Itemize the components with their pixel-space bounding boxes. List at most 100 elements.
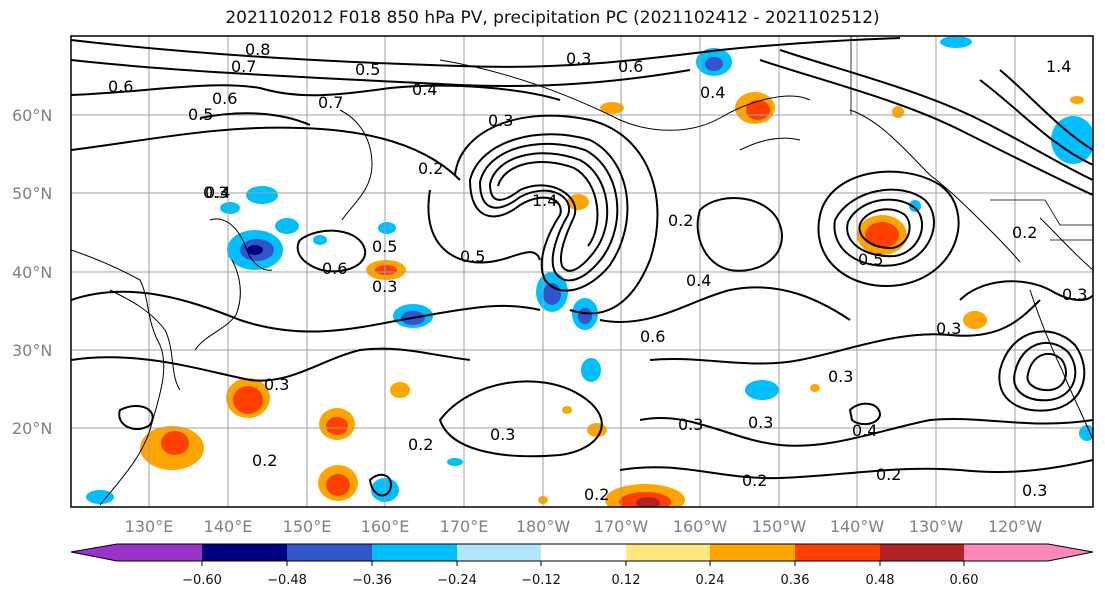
colorbar-labels: −0.60 −0.48 −0.36 −0.24 −0.12 0.12 0.24 … <box>182 573 978 588</box>
lat-label: 20°N <box>12 419 52 438</box>
longitude-labels: 130°E 140°E 150°E 160°E 170°E 180°W 170°… <box>125 517 1043 536</box>
contour-label: 0.4 <box>700 83 725 102</box>
precip-pos-blob <box>375 265 397 275</box>
precip-neg-blob <box>86 490 114 504</box>
precip-pos-blob <box>746 100 770 120</box>
precip-neg-blob <box>275 218 299 234</box>
lon-label: 140°E <box>204 517 253 536</box>
precip-neg-blob <box>220 202 240 214</box>
latitude-labels: 60°N 50°N 40°N 30°N 20°N <box>12 106 52 438</box>
colorbar-cell <box>795 544 880 561</box>
contour-label: 1.4 <box>1046 57 1071 76</box>
precip-pos-blob <box>587 423 607 437</box>
contour-label: 0.6 <box>322 259 347 278</box>
lon-label: 150°E <box>283 517 332 536</box>
colorbar-cell <box>372 544 457 561</box>
contour-label: 0.3 <box>748 413 773 432</box>
colorbar-cell <box>457 544 541 561</box>
precip-pos-blob <box>326 474 350 496</box>
colorbar-label: −0.24 <box>437 573 477 588</box>
colorbar-cell <box>202 544 287 561</box>
precip-pos-blob <box>892 106 904 118</box>
colorbar-cell <box>71 544 202 561</box>
precip-neg-blob <box>581 358 601 382</box>
contour-label: 0.5 <box>188 105 213 124</box>
contour-label: 0.6 <box>212 89 237 108</box>
coastlines <box>71 59 1093 506</box>
lon-label: 170°W <box>594 517 649 536</box>
contour-label: 0.3 <box>372 277 397 296</box>
precip-neg-blob <box>378 222 396 234</box>
gridlines <box>71 36 1093 507</box>
colorbar-cell <box>626 544 710 561</box>
contour-label: 0.3 <box>936 319 961 338</box>
colorbar-cell <box>964 544 1093 561</box>
lon-label: 120°W <box>988 517 1043 536</box>
contour-label: 0.2 <box>876 465 901 484</box>
contour-label: 0.2 <box>1012 223 1037 242</box>
colorbar-label: −0.60 <box>182 573 222 588</box>
lon-label: 160°W <box>673 517 728 536</box>
precip-pos-blob <box>233 386 263 414</box>
precip-pos-blob <box>600 102 624 114</box>
colorbar-label: 0.12 <box>612 573 641 588</box>
lon-label: 170°E <box>440 517 489 536</box>
precip-pos-blob <box>326 417 348 435</box>
contour-label: 0.3 <box>264 375 289 394</box>
contour-label: 0.5 <box>355 60 380 79</box>
map-border <box>70 35 1094 508</box>
colorbar-label: −0.12 <box>521 573 561 588</box>
contour-label: 0.7 <box>318 93 343 112</box>
lon-label: 150°W <box>752 517 807 536</box>
precip-pos-blob <box>963 311 987 329</box>
colorbar-cell <box>710 544 795 561</box>
pv-contours <box>71 37 1093 497</box>
lon-label: 160°E <box>361 517 410 536</box>
colorbar-cell <box>880 544 964 561</box>
contour-labels: 0.8 0.7 0.5 0.6 0.5 0.6 0.7 0.4 0.3 0.2 … <box>108 40 1087 504</box>
contour-label: 0.7 <box>231 57 256 76</box>
contour-label: 0.4 <box>412 80 437 99</box>
colorbar-ticks <box>201 561 965 566</box>
precip-neg-blob <box>1079 425 1093 441</box>
lon-label: 130°E <box>125 517 174 536</box>
colorbar-cell <box>287 544 372 561</box>
colorbar-outline <box>70 543 1094 562</box>
precipitation-shading <box>86 36 1093 507</box>
contour-label: 0.2 <box>408 435 433 454</box>
contour-label: 0.2 <box>418 159 443 178</box>
precip-pos-blob <box>810 384 820 392</box>
contour-label: 0.6 <box>108 77 133 96</box>
precip-neg-blob <box>447 458 463 466</box>
contour-label: 0.4 <box>686 271 711 290</box>
contour-label: 0.4 <box>205 183 230 202</box>
precip-pos-blob <box>865 222 899 248</box>
lon-label: 130°W <box>909 517 964 536</box>
precip-pos-blob <box>161 431 189 455</box>
contour-label: 0.3 <box>488 111 513 130</box>
precip-neg-blob <box>246 186 278 204</box>
precip-neg-blob <box>247 245 263 255</box>
contour-label: 0.3 <box>203 183 228 202</box>
precip-pos-blob <box>390 382 410 398</box>
contour-label: 0.3 <box>1062 285 1087 304</box>
lon-label: 180°W <box>516 517 571 536</box>
plot-title: 2021102012 F018 850 hPa PV, precipitatio… <box>225 8 880 28</box>
precip-neg-blob <box>705 57 723 71</box>
colorbar-label: 0.60 <box>950 573 979 588</box>
contour-label: 0.3 <box>1022 481 1047 500</box>
precip-pos-blob <box>1070 96 1084 104</box>
precip-neg-blob <box>745 380 779 400</box>
contour-label: 0.5 <box>460 247 485 266</box>
contour-label: 0.3 <box>678 415 703 434</box>
contour-label: 1.4 <box>532 191 557 210</box>
colorbar: −0.60 −0.48 −0.36 −0.24 −0.12 0.12 0.24 … <box>70 543 1094 588</box>
precip-pos-blob <box>567 194 589 210</box>
contour-label: 0.2 <box>584 485 609 504</box>
lat-label: 40°N <box>12 263 52 282</box>
contour-label: 0.2 <box>742 471 767 490</box>
precip-pos-blob <box>562 406 572 414</box>
colorbar-label: 0.24 <box>696 573 725 588</box>
contour-label: 0.5 <box>372 237 397 256</box>
